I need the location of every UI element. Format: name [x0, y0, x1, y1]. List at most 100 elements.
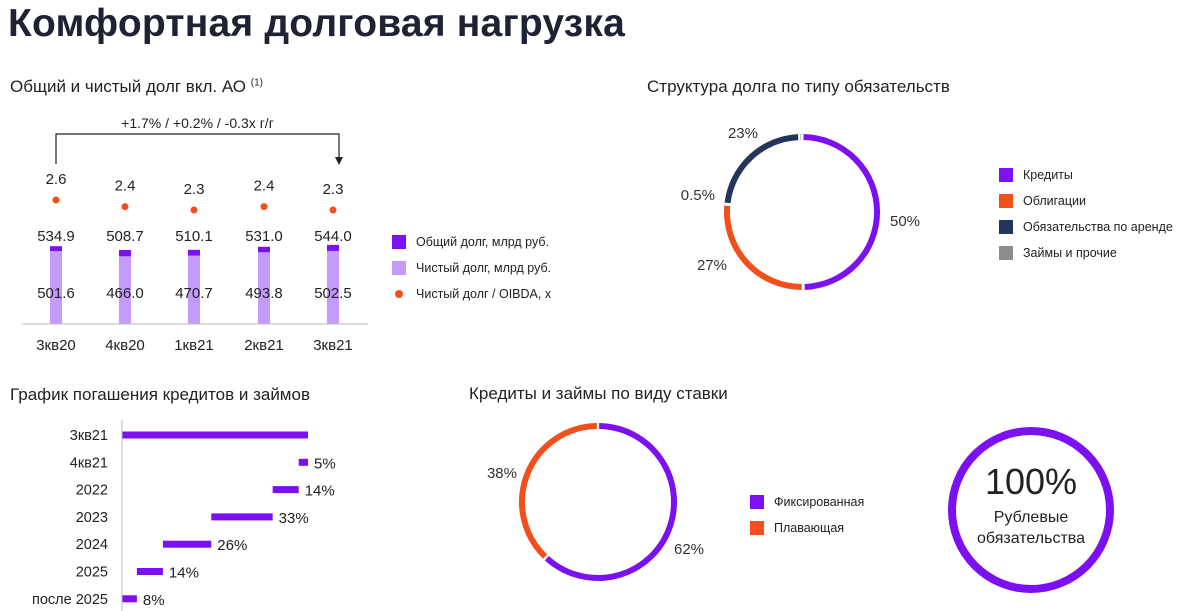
- donut-value-label: 50%: [890, 213, 920, 230]
- legend-swatch: [750, 521, 764, 535]
- legend-label: Фиксированная: [774, 495, 865, 509]
- bracket-line: [55, 133, 340, 164]
- total-debt-label: 544.0: [314, 228, 352, 245]
- category-tick-label: 2кв21: [244, 337, 284, 354]
- donut-segment: [724, 205, 802, 290]
- structure-legend: Кредиты Облигации Обязательства по аренд…: [999, 162, 1173, 266]
- ruble-liabilities-badge: 100% Рублевые обязательства: [948, 427, 1114, 593]
- marker-net-debt-oibda: [190, 206, 198, 214]
- category-tick-label: 3кв21: [313, 337, 353, 354]
- legend-swatch: [999, 220, 1013, 234]
- ratio-label: 2.4: [254, 178, 275, 195]
- legend-item-total-debt: Общий долг, млрд руб.: [392, 229, 551, 255]
- badge-ring: [948, 427, 1114, 593]
- legend-label: Кредиты: [1023, 168, 1073, 182]
- bar-net-debt: [327, 250, 339, 324]
- bracket-arrow: [335, 157, 343, 165]
- category-tick-label: 3кв21: [70, 428, 108, 444]
- debt-chart-title-text: Общий и чистый долг вкл. АО: [10, 77, 247, 96]
- legend-item-lease: Обязательства по аренде: [999, 214, 1173, 240]
- legend-swatch: [999, 168, 1013, 182]
- donut-value-label: 38%: [487, 465, 517, 482]
- badge-value: 100%: [985, 461, 1077, 502]
- debt-chart-title: Общий и чистый долг вкл. АО (1): [10, 77, 263, 97]
- marker-net-debt-oibda: [260, 203, 268, 211]
- repayment-value-label: 5%: [314, 455, 336, 472]
- category-tick-label: после 2025: [32, 592, 108, 608]
- rate-legend: Фиксированная Плавающая: [750, 489, 864, 541]
- legend-item-net-debt-oibda: Чистый долг / OIBDA, x: [392, 281, 551, 307]
- donut-segment: [544, 423, 677, 581]
- legend-label: Чистый долг / OIBDA, x: [416, 287, 552, 301]
- donut-value-label: 62%: [674, 541, 704, 558]
- legend-label: Обязательства по аренде: [1023, 220, 1173, 234]
- category-tick-label: 2025: [76, 565, 108, 581]
- legend-item-other-loans: Займы и прочие: [999, 240, 1173, 266]
- category-tick-label: 2023: [76, 510, 108, 526]
- marker-net-debt-oibda: [52, 196, 60, 204]
- legend-swatch: [392, 235, 406, 249]
- footnote-marker: (1): [250, 77, 263, 89]
- legend-item-bonds: Облигации: [999, 188, 1173, 214]
- change-bracket: +1.7% / +0.2% / -0.3x г/г: [55, 115, 343, 165]
- legend-swatch: [999, 194, 1013, 208]
- category-tick-label: 4кв21: [70, 455, 108, 471]
- legend-label: Займы и прочие: [1023, 246, 1117, 260]
- repayment-chart-title: График погашения кредитов и займов: [10, 385, 310, 404]
- debt-legend: Общий долг, млрд руб. Чистый долг, млрд …: [392, 229, 551, 307]
- category-tick-label: 1кв21: [174, 337, 214, 354]
- donut-segment: [724, 134, 799, 204]
- repayment-value-label: 26%: [217, 537, 247, 554]
- category-tick-label: 2024: [76, 537, 108, 553]
- repayment-bar: [122, 595, 137, 603]
- legend-swatch: [750, 495, 764, 509]
- donut-value-label: 23%: [728, 125, 758, 142]
- total-debt-label: 508.7: [106, 228, 144, 245]
- debt-bar-chart: +1.7% / +0.2% / -0.3x г/г 2.6 534.9 501.6 3…: [22, 115, 368, 354]
- net-debt-label: 502.5: [314, 285, 352, 302]
- repayment-bar: [122, 431, 308, 439]
- repayment-value-label: 14%: [169, 565, 199, 582]
- legend-item-floating: Плавающая: [750, 515, 864, 541]
- net-debt-label: 493.8: [245, 285, 283, 302]
- legend-item-credits: Кредиты: [999, 162, 1173, 188]
- category-tick-label: 2022: [76, 483, 108, 499]
- net-debt-label: 470.7: [175, 285, 213, 302]
- badge-line-1: Рублевые: [994, 509, 1069, 526]
- bar-net-debt: [50, 251, 62, 324]
- donut-value-label: 27%: [697, 257, 727, 274]
- total-debt-label: 510.1: [175, 228, 213, 245]
- ratio-label: 2.6: [46, 171, 67, 188]
- structure-chart-title: Структура долга по типу обязательств: [647, 77, 950, 96]
- debt-structure-donut: 50% 27% 23% 0.5%: [681, 125, 920, 290]
- net-debt-label: 501.6: [37, 285, 75, 302]
- page-title: Комфортная долговая нагрузка: [8, 2, 625, 45]
- rate-type-donut: 62% 38%: [487, 423, 704, 581]
- donut-segment: [803, 134, 880, 290]
- repayment-bar: [298, 458, 308, 466]
- ratio-label: 2.4: [115, 178, 136, 195]
- net-debt-label: 466.0: [106, 285, 144, 302]
- ratio-label: 2.3: [323, 181, 344, 198]
- marker-net-debt-oibda: [329, 206, 337, 214]
- legend-swatch: [999, 246, 1013, 260]
- marker-net-debt-oibda: [121, 203, 129, 211]
- ratio-label: 2.3: [184, 181, 205, 198]
- category-tick-label: 4кв20: [105, 337, 145, 354]
- bar-net-debt: [119, 256, 131, 324]
- repayment-value-label: 33%: [279, 510, 309, 527]
- badge-line-2: обязательства: [977, 530, 1085, 547]
- repayment-bar: [272, 486, 299, 494]
- legend-item-fixed: Фиксированная: [750, 489, 864, 515]
- repayment-value-label: 14%: [305, 483, 335, 500]
- legend-swatch: [392, 261, 406, 275]
- legend-marker: [395, 290, 403, 298]
- change-label: +1.7% / +0.2% / -0.3x г/г: [121, 115, 274, 131]
- repayment-bar: [136, 568, 163, 575]
- total-debt-label: 531.0: [245, 228, 283, 245]
- repayment-schedule-chart: 3кв21 4кв21 5% 2022 14% 2023 33% 2024 26% 2025 14%…: [32, 420, 336, 611]
- category-tick-label: 3кв20: [36, 337, 76, 354]
- repayment-value-label: 8%: [143, 592, 165, 609]
- repayment-bar: [162, 540, 212, 548]
- legend-item-net-debt: Чистый долг, млрд руб.: [392, 255, 551, 281]
